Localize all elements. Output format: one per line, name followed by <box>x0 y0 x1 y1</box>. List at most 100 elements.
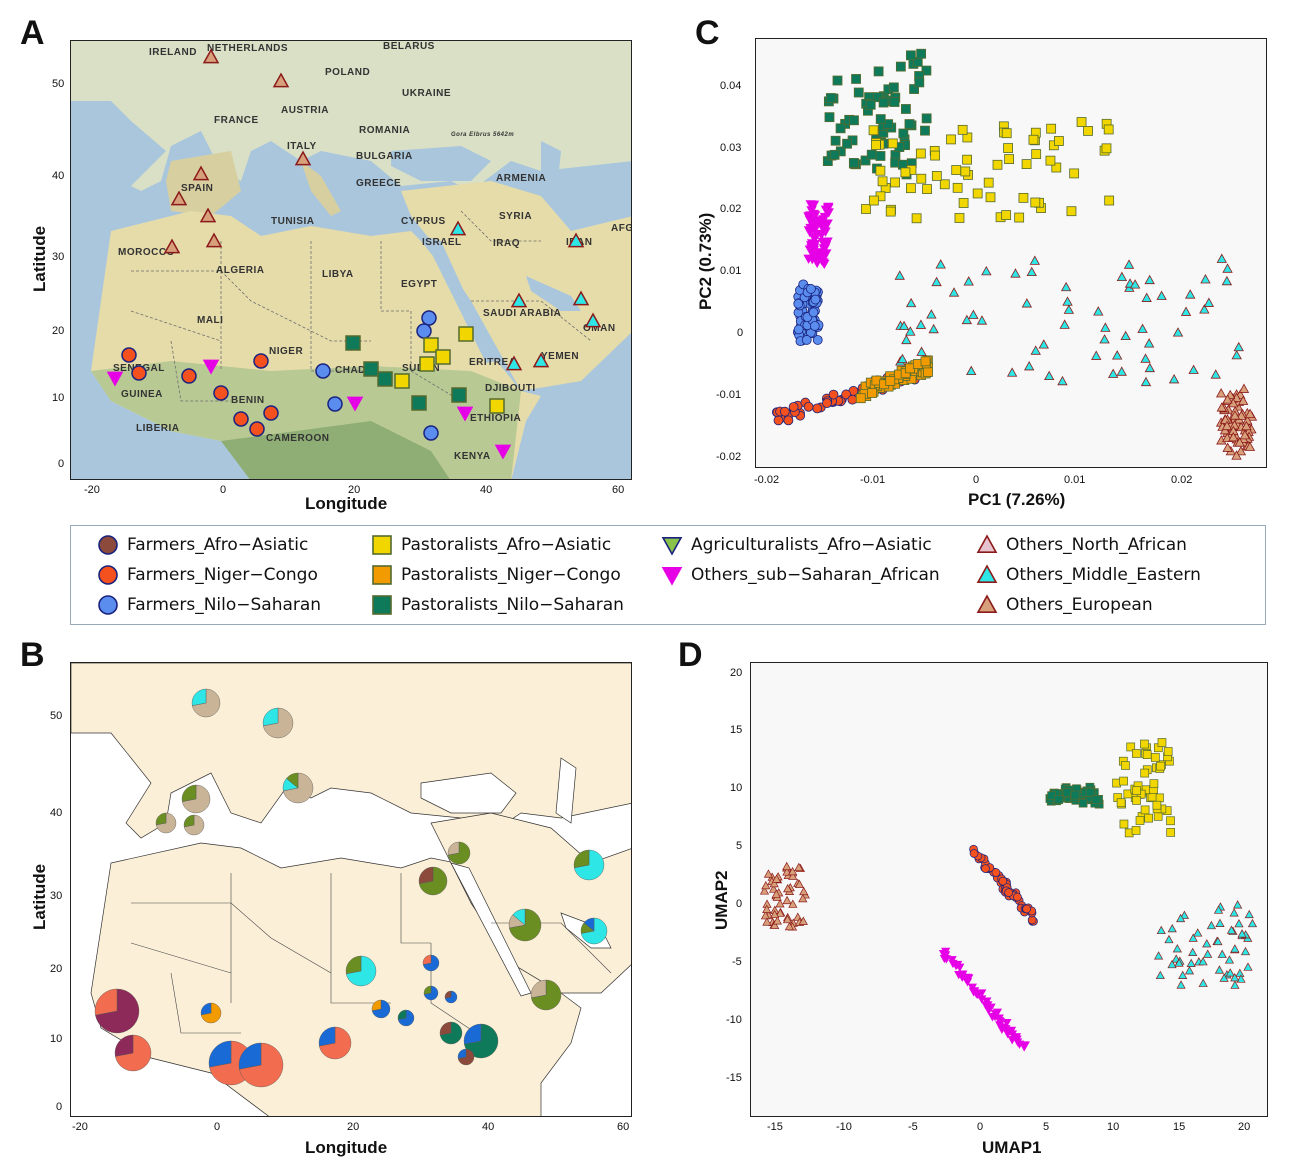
map-label-ireland: IRELAND <box>149 47 197 58</box>
umap-point <box>991 868 1001 877</box>
map-sample-marker <box>213 385 229 401</box>
pca-point <box>865 99 876 110</box>
pca-point <box>911 213 922 224</box>
pca-point <box>1062 296 1073 306</box>
pca-point <box>983 177 994 188</box>
legend-marker-shape <box>976 564 998 584</box>
umap-point <box>1116 798 1126 808</box>
pie-slice <box>397 1009 407 1020</box>
pca-point <box>935 259 946 269</box>
umap-point <box>1230 944 1240 953</box>
legend-marker-shape <box>661 566 683 586</box>
umap-point <box>1244 909 1254 919</box>
umap-point <box>1121 761 1130 770</box>
pca-point <box>868 195 879 206</box>
map-label-austria: AUSTRIA <box>281 105 329 116</box>
umap-point <box>1176 980 1186 989</box>
umap-point <box>1202 939 1212 948</box>
pie-slice <box>530 979 547 999</box>
panel-letter-c: C <box>695 14 720 52</box>
legend-marker-shape <box>976 534 998 554</box>
pca-point <box>1018 192 1029 203</box>
legend-marker <box>976 594 998 614</box>
umap-point <box>1140 805 1150 815</box>
umap-point <box>1229 908 1239 917</box>
pca-point <box>1120 330 1131 341</box>
pca-point <box>810 294 821 305</box>
map-sample-marker <box>572 290 590 306</box>
pca-point <box>923 367 933 377</box>
panel-b-map <box>70 662 632 1117</box>
pca-point <box>830 135 841 146</box>
pie-slice <box>371 999 382 1011</box>
c-ytick-1: 0.03 <box>720 142 742 154</box>
map-sample-marker <box>377 371 393 387</box>
umap-point <box>973 990 983 999</box>
a-ytick-0: 50 <box>52 78 65 90</box>
umap-point <box>1119 776 1128 786</box>
umap-point <box>1156 761 1165 771</box>
map-sample-marker <box>249 421 265 437</box>
map-sample-marker <box>181 368 197 384</box>
map-sample-marker <box>131 365 147 381</box>
umap-point <box>1206 920 1216 930</box>
pca-point <box>1004 154 1014 165</box>
pca-point <box>1140 353 1151 363</box>
umap-point <box>1001 1025 1011 1034</box>
pca-point <box>809 321 820 331</box>
pca-point <box>1100 322 1111 332</box>
umap-point <box>1174 958 1184 967</box>
umap-point <box>1150 753 1160 762</box>
map-label-egypt: EGYPT <box>401 279 437 290</box>
umap-point <box>1236 974 1246 983</box>
map-label-liberia: LIBERIA <box>136 423 180 434</box>
pca-point <box>1244 441 1256 451</box>
b-ytick-5: 0 <box>56 1101 63 1113</box>
umap-point <box>788 871 798 880</box>
legend-marker <box>976 564 998 584</box>
pca-point <box>1143 338 1155 348</box>
umap-point <box>1243 962 1253 971</box>
umap-point <box>1007 1030 1018 1039</box>
a-ytick-2: 30 <box>52 251 65 263</box>
pca-point <box>1046 123 1057 134</box>
a-ytick-1: 40 <box>52 170 65 182</box>
panel-letter-b: B <box>20 636 45 674</box>
pca-point <box>920 356 931 367</box>
legend-marker-shape <box>661 536 683 556</box>
pca-point <box>1236 410 1247 420</box>
map-sample-marker <box>199 207 217 223</box>
pca-point <box>1141 292 1152 302</box>
umap-point <box>1215 918 1225 927</box>
legend-marker <box>976 534 998 554</box>
pca-point <box>1241 420 1252 431</box>
map-label-benin: BENIN <box>231 395 265 406</box>
pca-point <box>904 119 915 129</box>
legend-label: Others_North_African <box>1006 535 1187 555</box>
pca-point <box>1001 210 1012 221</box>
umap-point <box>994 1017 1005 1026</box>
pca-point <box>920 125 930 136</box>
umap-point <box>775 899 785 908</box>
map-label-guinea: GUINEA <box>121 389 163 400</box>
pca-point <box>883 119 894 130</box>
umap-point <box>763 869 774 878</box>
pca-point <box>1028 134 1039 145</box>
umap-point <box>784 921 794 931</box>
pca-point <box>931 171 942 181</box>
pca-point <box>779 406 790 417</box>
map-sample-marker <box>458 326 474 342</box>
pca-point <box>875 151 886 161</box>
pca-point <box>976 315 988 325</box>
pca-point <box>898 128 909 139</box>
pca-point <box>1244 408 1256 419</box>
map-sample-marker <box>419 356 435 372</box>
pie-slice <box>238 1042 262 1070</box>
legend-marker <box>372 535 392 555</box>
pca-point <box>1137 323 1148 333</box>
panel-a-map-canvas: IRELAND NETHERLANDS BELARUS POLAND UKRAI… <box>71 41 631 479</box>
pca-point <box>877 176 888 187</box>
umap-point <box>1203 949 1213 958</box>
pca-point <box>946 134 956 145</box>
pca-point <box>1188 364 1199 374</box>
